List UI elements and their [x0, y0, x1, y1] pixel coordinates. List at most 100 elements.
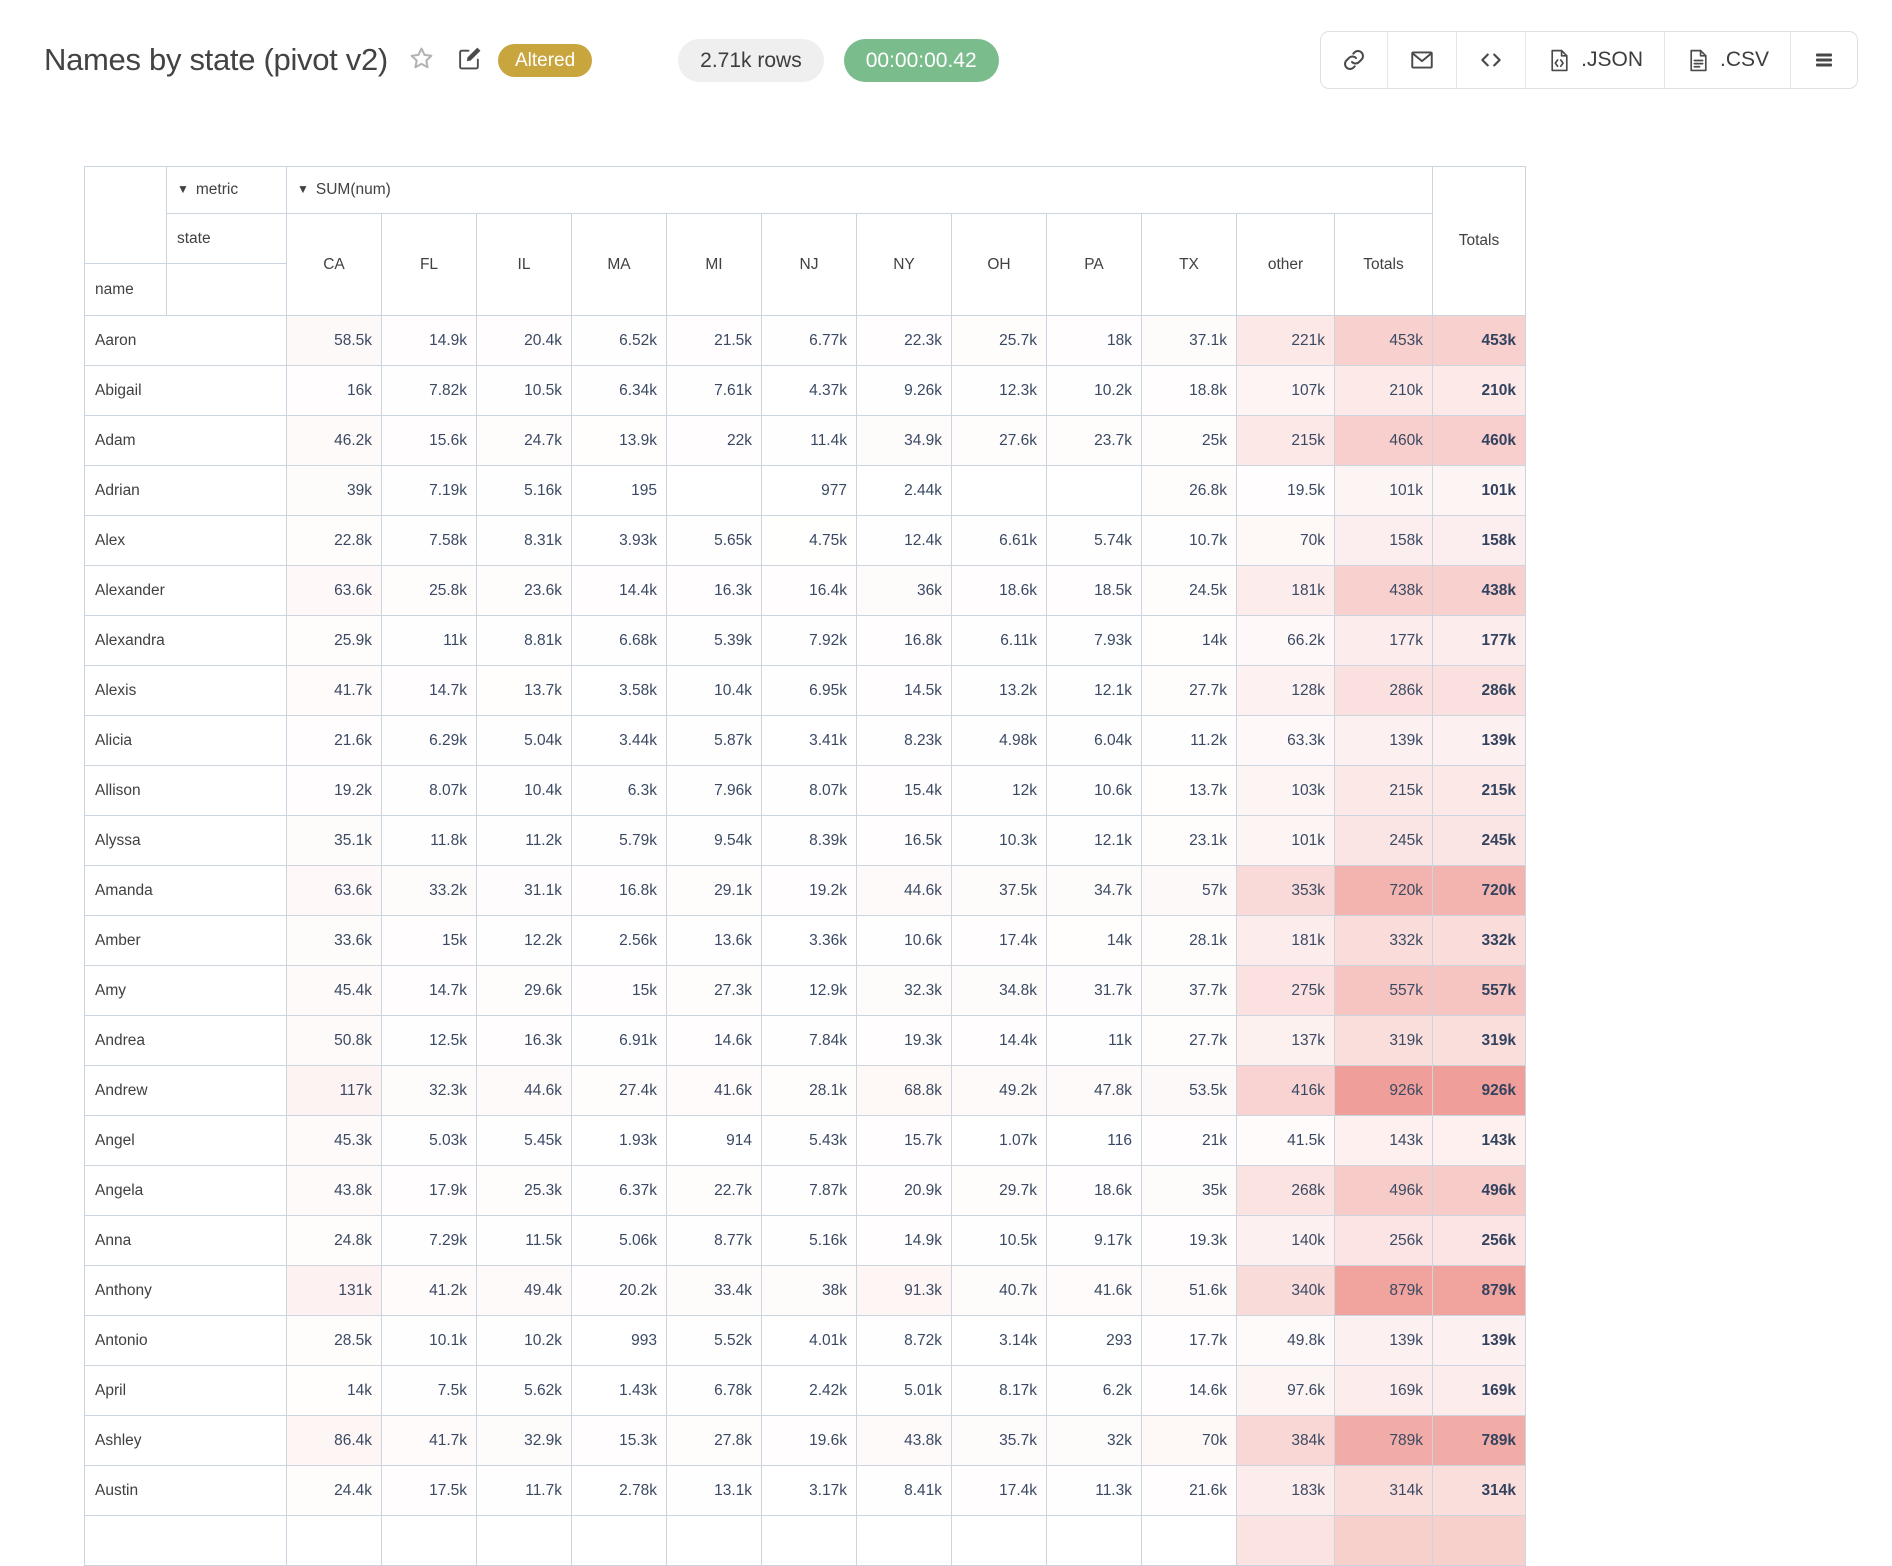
value-cell: 24.8k	[286, 1215, 382, 1266]
value-cell: 14.5k	[856, 665, 952, 716]
value-cell: 41.2k	[381, 1265, 477, 1316]
value-cell: 6.37k	[571, 1165, 667, 1216]
table-row: Alicia 21.6k 6.29k 5.04k 3.44k 5.87k 3.41k 8.23…	[84, 715, 1526, 766]
blank-cell	[166, 263, 287, 316]
value-cell: 38k	[761, 1265, 857, 1316]
value-cell: 14.4k	[571, 565, 667, 616]
value-cell: 5.16k	[476, 465, 572, 516]
value-cell: 195	[571, 465, 667, 516]
value-cell: 44.6k	[856, 865, 952, 916]
value-cell: 116	[1046, 1115, 1142, 1166]
export-csv-button[interactable]: .CSV	[1663, 32, 1790, 88]
value-cell: 18.8k	[1141, 365, 1237, 416]
value-cell: 49.4k	[476, 1265, 572, 1316]
col-header: MI	[666, 213, 762, 316]
value-cell: 25k	[1141, 415, 1237, 466]
row-total-cell: 210k	[1432, 365, 1526, 416]
value-cell: 6.3k	[571, 765, 667, 816]
value-cell: 25.3k	[476, 1165, 572, 1216]
value-cell: 12.2k	[476, 915, 572, 966]
value-cell: 340k	[1236, 1265, 1335, 1316]
col-header: MA	[571, 213, 667, 316]
value-cell: 137k	[1236, 1015, 1335, 1066]
value-cell: 10.7k	[1141, 515, 1237, 566]
value-cell	[666, 1515, 762, 1566]
value-cell: 29.6k	[476, 965, 572, 1016]
value-cell: 4.98k	[951, 715, 1047, 766]
value-cell: 12k	[951, 765, 1047, 816]
value-cell: 57k	[1141, 865, 1237, 916]
value-cell: 28.1k	[1141, 915, 1237, 966]
collapse-metric-icon[interactable]: ▼	[177, 182, 189, 196]
metric-dimension-header: ▼ metric	[166, 166, 287, 214]
value-cell: 16.8k	[571, 865, 667, 916]
value-cell: 70k	[1236, 515, 1335, 566]
value-cell: 51.6k	[1141, 1265, 1237, 1316]
value-cell: 1.93k	[571, 1115, 667, 1166]
value-cell: 47.8k	[1046, 1065, 1142, 1116]
value-cell: 8.41k	[856, 1465, 952, 1516]
value-cell: 34.7k	[1046, 865, 1142, 916]
favorite-star-button[interactable]	[408, 45, 435, 75]
export-json-button[interactable]: .JSON	[1525, 32, 1664, 88]
value-cell: 5.04k	[476, 715, 572, 766]
value-cell: 41.7k	[286, 665, 382, 716]
value-cell: 5.16k	[761, 1215, 857, 1266]
value-cell: 181k	[1236, 915, 1335, 966]
row-label: Ashley	[84, 1415, 287, 1466]
row-label: Abigail	[84, 365, 287, 416]
edit-title-button[interactable]	[457, 46, 482, 74]
value-cell	[286, 1515, 382, 1566]
value-cell: 15.6k	[381, 415, 477, 466]
table-row: Alexis 41.7k 14.7k 13.7k 3.58k 10.4k 6.95k 14.5…	[84, 665, 1526, 716]
altered-badge[interactable]: Altered	[497, 43, 593, 77]
email-button[interactable]	[1387, 32, 1456, 88]
value-cell: 31.7k	[1046, 965, 1142, 1016]
value-cell: 17.4k	[951, 1465, 1047, 1516]
value-cell: 63.3k	[1236, 715, 1335, 766]
value-cell: 27.3k	[666, 965, 762, 1016]
value-cell: 20.4k	[476, 315, 572, 366]
row-label: Andrea	[84, 1015, 287, 1066]
file-text-icon	[1686, 48, 1711, 73]
value-cell: 28.1k	[761, 1065, 857, 1116]
value-cell: 293	[1046, 1315, 1142, 1366]
embed-code-button[interactable]	[1456, 32, 1525, 88]
more-options-button[interactable]	[1790, 32, 1857, 88]
value-cell	[381, 1515, 477, 1566]
value-cell: 12.9k	[761, 965, 857, 1016]
value-cell: 32.3k	[381, 1065, 477, 1116]
table-row: April 14k 7.5k 5.62k 1.43k 6.78k 2.42k 5.01k 8.1…	[84, 1365, 1526, 1416]
value-cell: 6.78k	[666, 1365, 762, 1416]
value-cell: 45.3k	[286, 1115, 382, 1166]
value-cell: 37.7k	[1141, 965, 1237, 1016]
value-cell: 18.6k	[951, 565, 1047, 616]
copy-link-button[interactable]	[1321, 32, 1387, 88]
table-row: Angel 45.3k 5.03k 5.45k 1.93k 914 5.43k 15.7k 1.…	[84, 1115, 1526, 1166]
value-cell: 12.1k	[1046, 815, 1142, 866]
value-cell: 21k	[1141, 1115, 1237, 1166]
value-cell: 25.9k	[286, 615, 382, 666]
col-header-totals: Totals	[1334, 213, 1433, 316]
value-cell: 1.43k	[571, 1365, 667, 1416]
row-total-cell: 143k	[1432, 1115, 1526, 1166]
value-cell	[476, 1515, 572, 1566]
link-icon	[1342, 48, 1366, 72]
value-cell: 2.42k	[761, 1365, 857, 1416]
table-row: Andrea 50.8k 12.5k 16.3k 6.91k 14.6k 7.84k 19.3…	[84, 1015, 1526, 1066]
value-cell: 63.6k	[286, 565, 382, 616]
value-cell: 416k	[1236, 1065, 1335, 1116]
value-cell: 5.74k	[1046, 515, 1142, 566]
row-total-cell: 453k	[1432, 315, 1526, 366]
metric-value-header: ▼ SUM(num)	[286, 166, 1433, 214]
value-cell: 33.6k	[286, 915, 382, 966]
value-cell: 23.7k	[1046, 415, 1142, 466]
value-cell: 35.1k	[286, 815, 382, 866]
value-cell: 14.6k	[666, 1015, 762, 1066]
value-cell: 7.92k	[761, 615, 857, 666]
collapse-sum-icon[interactable]: ▼	[297, 182, 309, 196]
value-cell	[1141, 1515, 1237, 1566]
value-cell	[1236, 1515, 1335, 1566]
value-cell: 27.4k	[571, 1065, 667, 1116]
value-cell: 8.77k	[666, 1215, 762, 1266]
